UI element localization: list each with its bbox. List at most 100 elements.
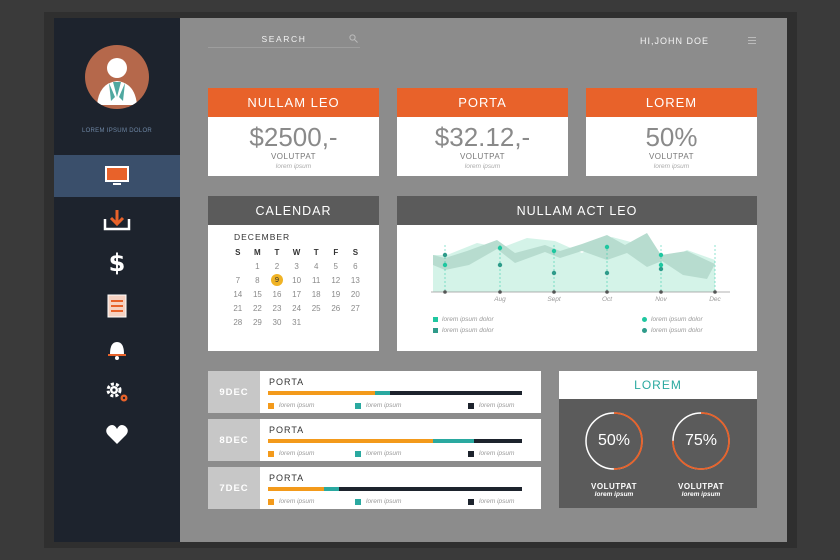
calendar-day[interactable]: 16 — [272, 289, 282, 299]
calendar-day[interactable]: 19 — [331, 289, 341, 299]
stat-card: PORTA $32.12,- VOLUTPAT lorem ipsum — [397, 88, 568, 176]
calendar-day[interactable]: 14 — [233, 289, 243, 299]
chart-legend-item: lorem ipsum dolor — [642, 327, 703, 334]
chart-x-tick — [552, 290, 556, 294]
progress-segment-orange — [268, 487, 324, 491]
calendar-day[interactable]: 1 — [255, 261, 260, 271]
progress-ring — [672, 412, 730, 470]
calendar-day[interactable]: 24 — [292, 303, 302, 313]
calendar-grid: S M T W T F S 1 2 3 4 5 6 7 8 9 10 11 12 13 14 15 16 17 18 19 20 21… — [228, 245, 388, 329]
chart-point[interactable] — [497, 245, 503, 251]
calendar-day[interactable]: 28 — [233, 317, 243, 327]
rings-title: LOREM — [559, 371, 757, 399]
bell-icon — [108, 342, 126, 360]
progress-ring — [585, 412, 643, 470]
nav-item-monitor[interactable] — [54, 155, 180, 197]
search-icon[interactable] — [349, 34, 358, 43]
progress-legend-item: lorem ipsum — [355, 402, 401, 409]
calendar-day[interactable]: 22 — [252, 303, 262, 313]
chart-x-tick — [605, 290, 609, 294]
chart-area-dark — [433, 233, 715, 279]
progress-legend-item: lorem ipsum — [355, 450, 401, 457]
calendar-day[interactable]: 5 — [333, 261, 338, 271]
calendar-day[interactable]: 15 — [252, 289, 262, 299]
download-icon — [103, 210, 131, 231]
calendar-day[interactable]: 31 — [292, 317, 302, 327]
progress-title: PORTA — [269, 473, 305, 483]
area-chart: Aug Sept Oct Nov Dec — [431, 233, 730, 303]
ring-progress — [672, 412, 730, 470]
nav-item-notifications[interactable] — [54, 328, 180, 370]
progress-segment-teal — [374, 391, 390, 395]
calendar-day[interactable]: 11 — [312, 275, 321, 285]
chart-legend-item: lorem ipsum dolor — [642, 316, 703, 323]
calendar-day[interactable]: 7 — [235, 275, 241, 285]
calendar-day[interactable]: 3 — [294, 261, 299, 271]
calendar-week: 14 15 16 17 18 19 20 — [228, 287, 388, 301]
progress-segment-teal — [433, 439, 474, 443]
calendar-day[interactable]: 27 — [350, 303, 360, 313]
progress-date: 9DEC — [208, 371, 260, 413]
calendar-day[interactable]: 23 — [272, 303, 282, 313]
chart-x-tick — [443, 290, 447, 294]
progress-bar — [268, 487, 522, 491]
progress-row[interactable]: 9DEC PORTA lorem ipsum lorem ipsum lorem… — [208, 371, 541, 413]
nav-item-document[interactable] — [54, 285, 180, 327]
document-icon — [107, 294, 127, 318]
search-input[interactable]: SEARCH — [208, 30, 360, 48]
chart-point[interactable] — [442, 252, 448, 258]
calendar-day[interactable]: 4 — [313, 261, 319, 271]
calendar-day[interactable]: 29 — [252, 317, 262, 327]
chart-point[interactable] — [497, 262, 503, 268]
chart-x-label: Dec — [709, 296, 721, 303]
calendar-day[interactable]: 8 — [255, 275, 260, 285]
chart-x-tick — [713, 290, 717, 294]
ring-value: 75% — [684, 432, 718, 449]
avatar[interactable] — [85, 45, 149, 109]
chart-x-tick — [498, 290, 502, 294]
progress-row[interactable]: 7DEC PORTA lorem ipsum lorem ipsum lorem… — [208, 467, 541, 509]
stat-card-title: PORTA — [397, 88, 568, 117]
calendar-day[interactable]: 18 — [311, 289, 321, 299]
calendar-day[interactable]: 10 — [292, 275, 302, 285]
calendar-day[interactable]: 17 — [292, 289, 302, 299]
ring-progress — [585, 412, 643, 470]
chart-point[interactable] — [658, 266, 664, 272]
calendar-day[interactable]: 12 — [331, 275, 341, 285]
chart-x-label: Oct — [602, 296, 613, 303]
progress-date: 8DEC — [208, 419, 260, 461]
calendar-day[interactable]: 30 — [272, 317, 282, 327]
calendar-weekday: T — [313, 247, 319, 257]
calendar-day[interactable]: 13 — [350, 275, 360, 285]
calendar-day[interactable]: 26 — [331, 303, 341, 313]
menu-icon[interactable] — [748, 37, 756, 44]
chart-point[interactable] — [658, 262, 664, 268]
progress-legend-item: lorem ipsum — [468, 402, 514, 409]
chart-legend-item: lorem ipsum dolor — [433, 327, 494, 334]
progress-legend-item: lorem ipsum — [268, 450, 314, 457]
chart-point[interactable] — [442, 262, 448, 268]
nav-item-download[interactable] — [54, 199, 180, 241]
calendar-day[interactable]: 9 — [267, 274, 287, 286]
chart-point[interactable] — [551, 270, 557, 276]
progress-row[interactable]: 8DEC PORTA lorem ipsum lorem ipsum lorem… — [208, 419, 541, 461]
user-greeting[interactable]: HI,JOHN DOE — [640, 36, 710, 46]
calendar-day[interactable]: 25 — [311, 303, 321, 313]
chart-point[interactable] — [551, 248, 557, 254]
calendar-weekday: F — [333, 247, 339, 257]
nav-item-favorites[interactable] — [54, 414, 180, 456]
nav-item-dollar[interactable]: $ — [54, 242, 180, 284]
chart-point[interactable] — [604, 270, 610, 276]
chart-point[interactable] — [604, 244, 610, 250]
chart-point[interactable] — [658, 252, 664, 258]
calendar-day[interactable]: 21 — [233, 303, 243, 313]
nav-item-settings[interactable] — [54, 371, 180, 413]
search-placeholder: SEARCH — [261, 33, 307, 44]
stat-card: NULLAM LEO $2500,- VOLUTPAT lorem ipsum — [208, 88, 379, 176]
rings-panel: 50% 75% VOLUTPAT VOLUTPAT lorem ipsum lo… — [559, 399, 757, 508]
calendar-day[interactable]: 20 — [350, 289, 360, 299]
calendar-day[interactable]: 6 — [353, 261, 358, 271]
calendar-week: 7 8 9 10 11 12 13 — [228, 273, 388, 287]
calendar-day[interactable]: 2 — [274, 261, 280, 271]
